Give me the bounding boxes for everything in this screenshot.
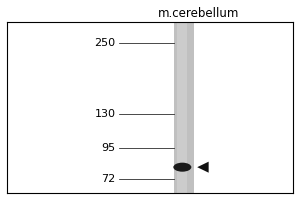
Text: 95: 95 <box>101 143 116 153</box>
Text: 250: 250 <box>94 38 116 48</box>
Text: 72: 72 <box>101 174 116 184</box>
Bar <box>177 22 187 193</box>
Text: m.cerebellum: m.cerebellum <box>158 7 239 20</box>
Text: 130: 130 <box>95 109 116 119</box>
Polygon shape <box>197 162 209 173</box>
Bar <box>174 22 194 193</box>
Ellipse shape <box>173 163 191 172</box>
